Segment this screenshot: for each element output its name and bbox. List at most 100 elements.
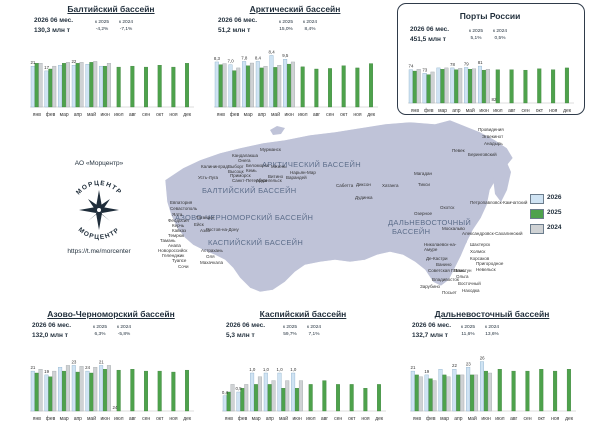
x-tick-label: янв bbox=[225, 416, 233, 422]
bar-2024-мар bbox=[444, 67, 449, 104]
panel-baltic: Балтийский бассейн 2026 06 мес. 130,3 мл… bbox=[22, 2, 200, 120]
bar-2026-мар bbox=[436, 67, 441, 104]
bar-2025-янв bbox=[34, 372, 39, 412]
data-label: 1,0 bbox=[249, 367, 256, 372]
port-label: Посьет bbox=[442, 290, 457, 295]
bar-2026-янв bbox=[30, 65, 35, 108]
bar-2025-мар bbox=[246, 65, 250, 108]
bar-2025-ноя bbox=[171, 66, 176, 108]
legend-swatch bbox=[530, 194, 544, 204]
bar-2026-июн bbox=[291, 372, 296, 412]
port-label: Хатанга bbox=[382, 183, 399, 188]
change-label-2024: к 2024 bbox=[116, 325, 132, 330]
bar-2026-фев bbox=[44, 374, 49, 412]
panel-far-east: Дальневосточный бассейн 2026 06 мес. 132… bbox=[402, 307, 582, 424]
port-label: Анадырь bbox=[484, 141, 503, 146]
port-label: Темрюк bbox=[168, 233, 184, 238]
x-tick-label: фев bbox=[230, 112, 240, 118]
port-label: Сабетта bbox=[336, 183, 354, 188]
bar-2024-июн bbox=[298, 380, 303, 412]
map-landmass bbox=[164, 119, 514, 293]
bar-2024-мар bbox=[257, 376, 262, 412]
bar-2025-сен bbox=[144, 370, 148, 412]
change-label-2025: к 2025 bbox=[468, 29, 484, 34]
port-label: Тамань bbox=[160, 238, 176, 243]
port-label: Выборг bbox=[228, 164, 244, 169]
bar-2025-окт bbox=[157, 370, 162, 412]
legend-swatch bbox=[530, 209, 544, 219]
port-label: Туапсе bbox=[172, 258, 187, 263]
bar-2024-май bbox=[93, 367, 98, 412]
x-tick-label: фев bbox=[46, 416, 56, 422]
kamchatka bbox=[493, 155, 511, 202]
data-label: 23 bbox=[466, 361, 471, 366]
bar-2025-июл bbox=[308, 384, 313, 412]
bar-2025-авг bbox=[314, 68, 319, 108]
bar-2025-ноя bbox=[171, 371, 176, 412]
port-label: Таганрог bbox=[196, 215, 215, 220]
x-tick-label: июл bbox=[306, 416, 315, 422]
data-label: 17 bbox=[44, 65, 49, 70]
bar-2025-авг bbox=[322, 380, 327, 412]
bar-2025-мар bbox=[254, 384, 258, 412]
port-label: Высоцк bbox=[228, 169, 244, 174]
bar-2024-фев bbox=[432, 380, 437, 412]
data-label: 1,0 bbox=[263, 367, 270, 372]
change-value-2024: 0,5% bbox=[494, 36, 506, 41]
bar-2024-мар bbox=[446, 376, 451, 412]
bar-2025-фев bbox=[426, 74, 431, 104]
legend-label: 2025 bbox=[547, 209, 562, 216]
bar-2024-фев bbox=[236, 67, 241, 108]
x-tick-label: фев bbox=[424, 108, 434, 114]
bar-2025-июн bbox=[103, 65, 107, 108]
bar-2025-фев bbox=[232, 70, 237, 108]
data-label: 1,0 bbox=[290, 367, 297, 372]
company-name: АО «Морцентр» bbox=[74, 160, 124, 167]
x-tick-label: июл bbox=[495, 416, 504, 422]
port-label: Новороссийск bbox=[158, 248, 188, 253]
x-tick-label: ноя bbox=[169, 416, 178, 422]
basin-label-far-east-2: БАССЕЙН bbox=[392, 227, 431, 236]
x-tick-label: июн bbox=[293, 416, 303, 422]
bar-2025-фев bbox=[428, 378, 433, 412]
panel-period: 2026 06 мес. bbox=[34, 17, 74, 24]
bar-2025-сен bbox=[336, 384, 340, 412]
bar-2026-фев bbox=[424, 374, 429, 412]
x-tick-label: дек bbox=[565, 416, 574, 422]
x-tick-label: сен bbox=[522, 108, 530, 114]
bar-chart: 21 янв 19 фев мар 22 апр 23 май 26 июн июл авг сен окт… bbox=[410, 356, 576, 422]
bar-2025-апр bbox=[259, 67, 264, 108]
x-tick-label: июн bbox=[481, 416, 491, 422]
bar-2025-июл bbox=[300, 66, 305, 108]
bar-2025-сен bbox=[144, 66, 148, 108]
x-tick-label: авг bbox=[508, 108, 515, 114]
bar-2024-янв bbox=[418, 376, 423, 412]
change-value-2024: 7,1% bbox=[308, 332, 320, 337]
change-value-2024: -7,1% bbox=[119, 27, 133, 32]
data-label: 79 bbox=[464, 61, 469, 66]
port-label: Владивосток bbox=[432, 277, 459, 282]
bar-2025-июл bbox=[497, 369, 502, 412]
port-label: Махачкала bbox=[200, 260, 223, 265]
bar-2025-июл bbox=[116, 369, 121, 412]
x-tick-label: июл bbox=[114, 416, 123, 422]
bar-2025-мар bbox=[62, 370, 66, 412]
data-label: 22 bbox=[452, 363, 457, 368]
x-tick-label: апр bbox=[74, 112, 82, 118]
panel-title: Дальневосточный бассейн bbox=[434, 309, 550, 319]
bar-2026-апр bbox=[255, 61, 260, 108]
x-tick-label: окт bbox=[348, 416, 356, 422]
novaya-zemlya bbox=[270, 126, 285, 135]
bar-2026-апр bbox=[71, 65, 76, 108]
bar-2025-дек bbox=[185, 63, 189, 108]
bar-2025-сен bbox=[328, 68, 332, 108]
bar-2025-фев bbox=[240, 388, 245, 412]
port-label: Диксон bbox=[356, 182, 371, 187]
bar-2026-янв bbox=[410, 370, 415, 412]
data-label: 0,4 bbox=[222, 390, 229, 395]
telegram-link[interactable]: https://t.me/morcenter bbox=[67, 248, 131, 255]
bar-2026-янв bbox=[214, 61, 219, 108]
bar-2024-апр bbox=[460, 374, 465, 412]
bar-2024-июн bbox=[487, 372, 492, 412]
x-tick-label: фев bbox=[426, 416, 436, 422]
